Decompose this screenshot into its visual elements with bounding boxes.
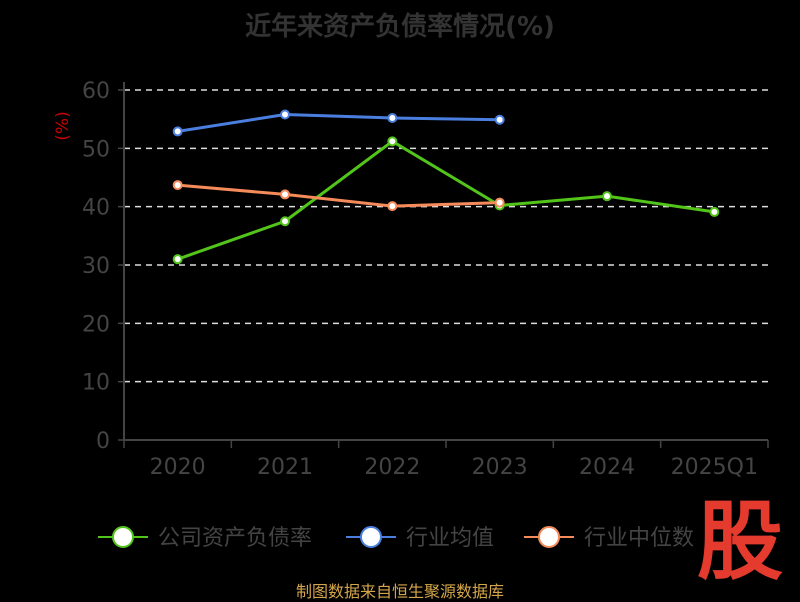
data-point-2-2023	[494, 197, 505, 208]
data-point-0-2022	[387, 136, 398, 147]
data-point-0-2024	[602, 191, 612, 202]
x-tick-label-2023: 2023	[472, 455, 528, 480]
x-tick-label-2024: 2024	[579, 455, 635, 480]
x-tick-label-2025Q1: 2025Q1	[671, 455, 758, 480]
y-tick-label-10: 10	[82, 371, 110, 396]
data-point-2-2020	[172, 180, 183, 191]
series-line-1	[177, 113, 500, 133]
y-axis-label: (%)	[53, 111, 73, 140]
x-tick-label-2022: 2022	[364, 455, 420, 480]
y-tick-label-50: 50	[82, 137, 110, 162]
data-point-2-2021	[280, 189, 290, 200]
x-tick-label-2021: 2021	[257, 455, 313, 480]
data-point-0-2020	[172, 254, 183, 265]
y-tick-label-60: 60	[82, 79, 110, 104]
data-point-0-2025Q1	[709, 206, 720, 217]
legend-marker-1	[360, 526, 382, 548]
series-line-0	[177, 139, 715, 261]
y-tick-label-0: 0	[96, 429, 110, 454]
data-point-1-2022	[387, 113, 398, 123]
legend-label-2: 行业中位数	[584, 526, 694, 551]
legend-label-0: 公司资产负债率	[158, 526, 312, 551]
y-tick-label-30: 30	[82, 254, 110, 279]
source-note: 制图数据来自恒生聚源数据库	[295, 582, 504, 601]
legend-marker-0	[112, 526, 134, 548]
data-point-1-2020	[172, 126, 183, 137]
y-tick-label-40: 40	[82, 196, 110, 221]
series-line-2	[177, 183, 500, 208]
data-point-2-2022	[387, 201, 398, 212]
legend-marker-2	[538, 526, 560, 548]
legend-label-1: 行业均值	[406, 526, 494, 551]
data-point-0-2021	[280, 216, 290, 227]
x-tick-label-2020: 2020	[150, 455, 206, 480]
data-point-1-2021	[280, 109, 290, 120]
chart-title: 近年来资产负债率情况(%)	[245, 12, 555, 42]
logo-watermark: 股	[697, 492, 783, 592]
data-point-1-2023	[494, 114, 505, 125]
y-tick-label-20: 20	[82, 312, 110, 337]
